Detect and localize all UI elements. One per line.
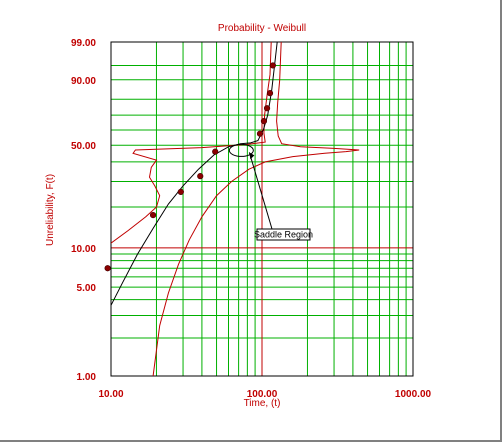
y-tick-label: 99.00 bbox=[71, 38, 96, 49]
annotation-box bbox=[256, 228, 311, 241]
annotation-text: Saddle Region bbox=[254, 230, 313, 240]
data-point bbox=[177, 188, 184, 196]
y-tick-label: 5.00 bbox=[77, 283, 97, 294]
data-point bbox=[212, 148, 219, 155]
chart-title: Probability - Weibull bbox=[218, 23, 306, 34]
y-tick-label: 10.00 bbox=[71, 244, 96, 255]
x-tick-label: 10.00 bbox=[98, 389, 123, 400]
confidence-bound-upper bbox=[111, 42, 272, 244]
data-point bbox=[256, 130, 264, 137]
data-point bbox=[269, 62, 276, 69]
saddle-ellipse bbox=[228, 143, 254, 157]
data-point bbox=[104, 265, 111, 272]
plot-border bbox=[110, 41, 414, 377]
y-tick-label: 50.00 bbox=[71, 141, 96, 152]
data-point bbox=[197, 173, 204, 180]
data-point bbox=[266, 90, 274, 97]
data-point bbox=[263, 105, 271, 112]
x-axis-label: Time, (t) bbox=[244, 398, 281, 409]
grid-lines bbox=[111, 41, 413, 376]
y-axis-label: Unreliability, F(t) bbox=[45, 174, 56, 246]
confidence-bound-lower bbox=[152, 42, 360, 376]
y-tick-label: 1.00 bbox=[77, 372, 97, 383]
annotation-leader bbox=[248, 152, 273, 230]
x-tick-label: 1000.00 bbox=[395, 389, 432, 400]
annotation-arrowhead bbox=[249, 152, 255, 160]
data-point bbox=[260, 118, 268, 125]
x-tick-label: 100.00 bbox=[247, 389, 278, 400]
y-tick-label: 90.00 bbox=[71, 76, 96, 87]
data-point bbox=[149, 211, 157, 219]
